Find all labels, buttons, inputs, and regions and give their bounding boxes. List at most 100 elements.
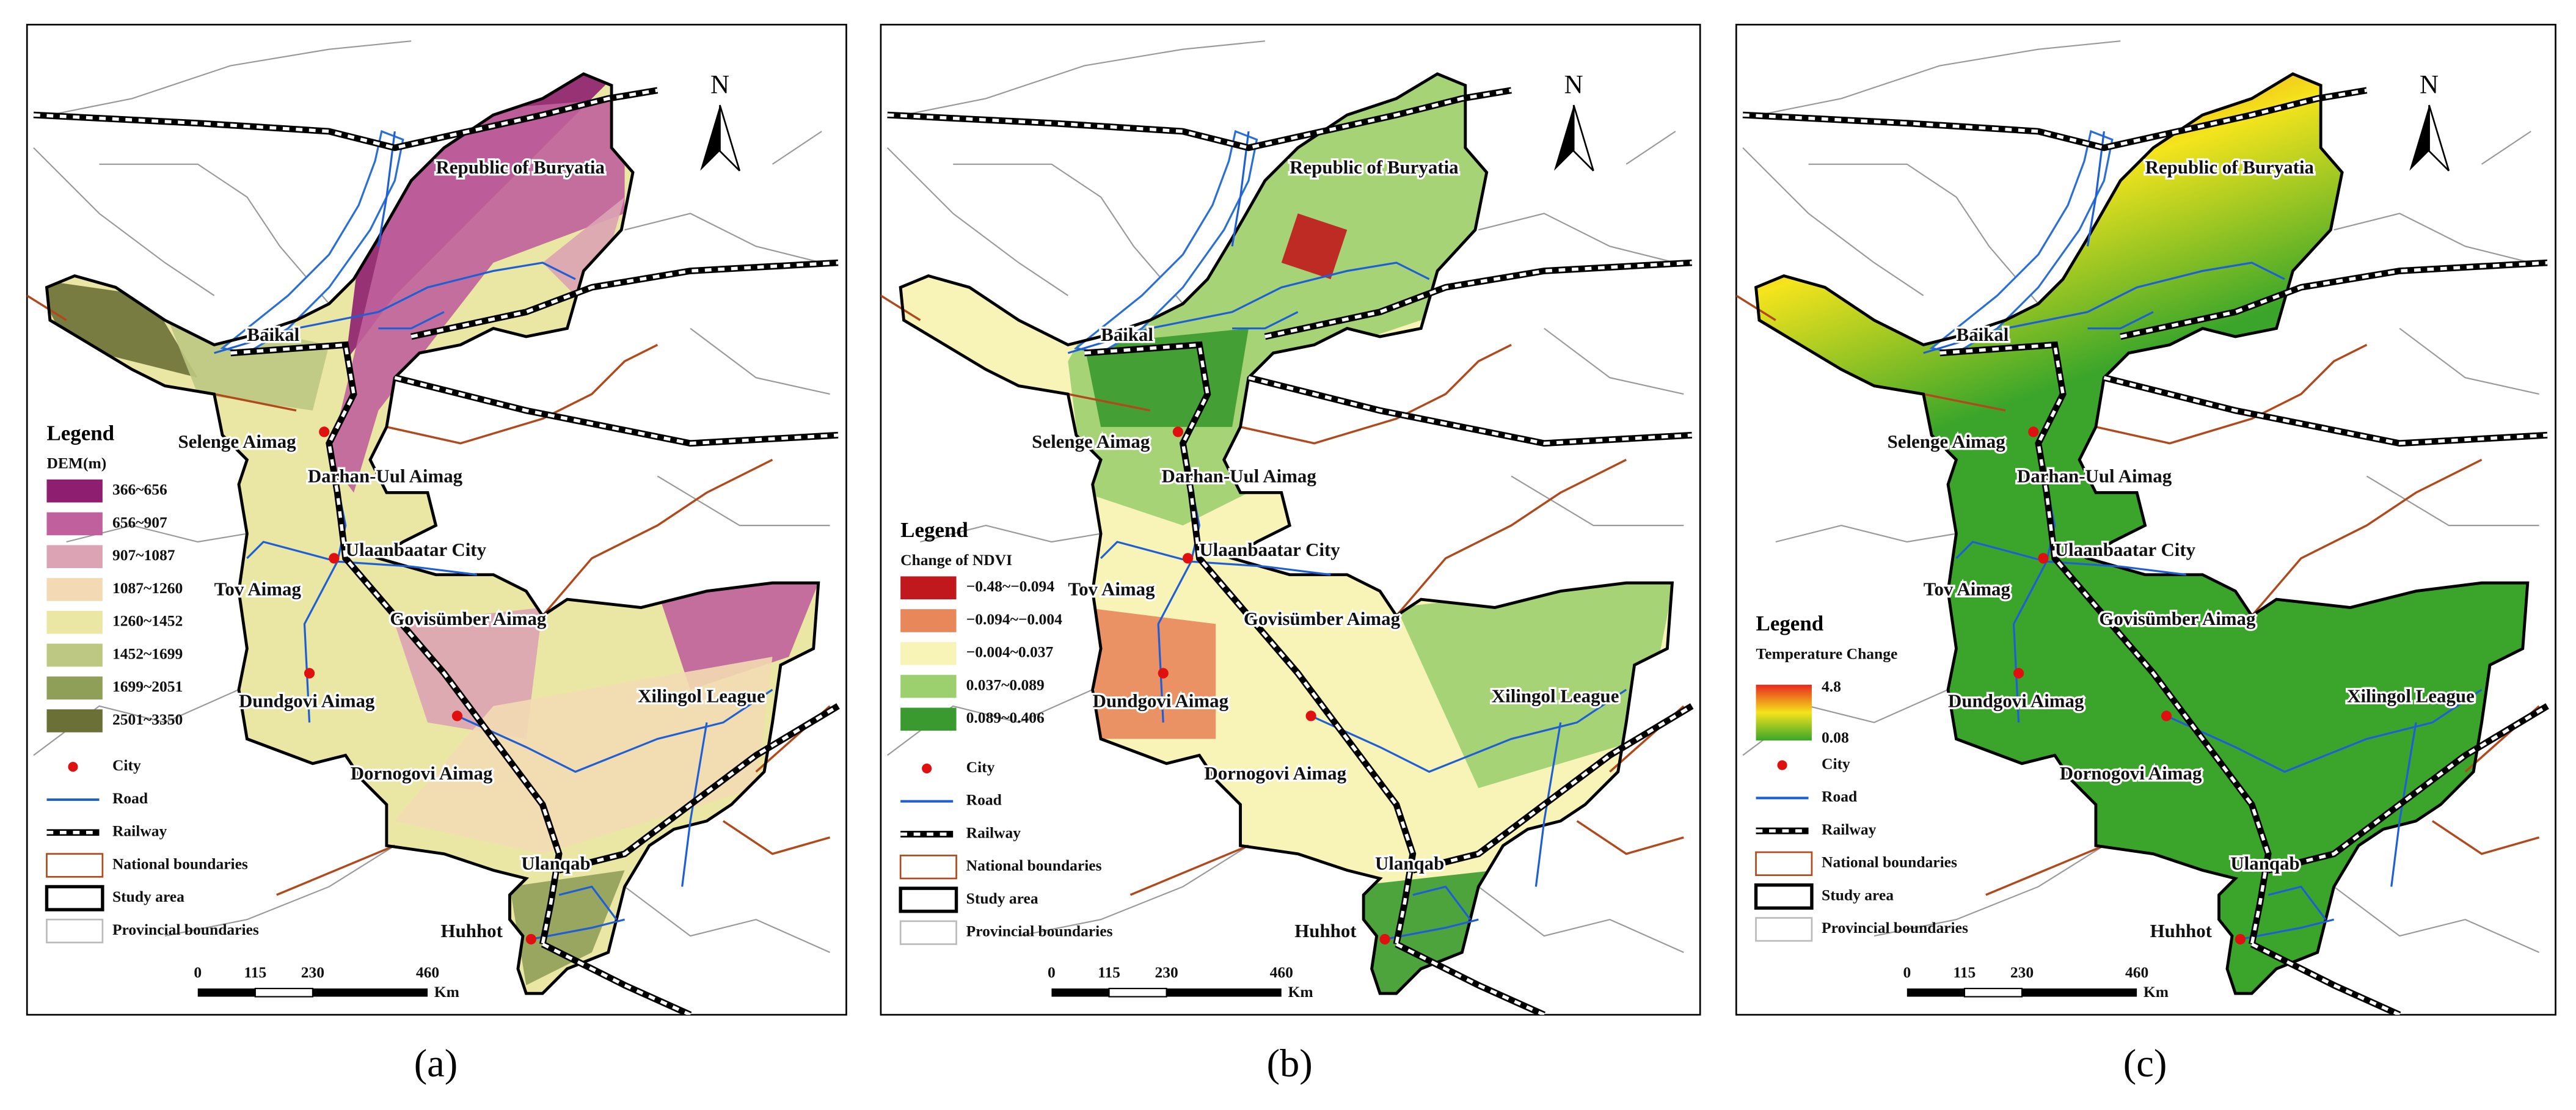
place-label: Selenge Aimag — [1888, 431, 2006, 452]
provincial-boundary — [1808, 163, 2039, 304]
city-point — [1182, 553, 1194, 564]
national-boundary — [880, 294, 921, 321]
national-boundary — [2431, 820, 2540, 855]
city-point — [329, 553, 340, 564]
national-boundary — [541, 459, 773, 617]
road — [1534, 722, 1562, 887]
railway — [558, 704, 839, 872]
place-label: Ulanqab — [1375, 853, 1444, 874]
provincial-boundary — [886, 147, 1068, 296]
provincial-boundary — [1759, 40, 2121, 116]
road — [531, 918, 625, 941]
city-point — [1305, 710, 1316, 721]
legend-item-label: National boundaries — [1822, 853, 1957, 871]
provincial-boundary — [2399, 327, 2539, 395]
place-label: Dornogovi Aimag — [1204, 762, 1346, 784]
railway — [1084, 343, 1415, 945]
scale-unit: Km — [2144, 983, 2169, 1001]
scale-tick-label: 460 — [2125, 963, 2148, 981]
provincial-boundary — [1742, 147, 1924, 296]
legend-swatch — [46, 610, 103, 634]
legend-class-label: 1087~1260 — [112, 579, 183, 597]
terrain-patch — [46, 279, 198, 378]
place-label: Govisümber Aimag — [390, 608, 547, 629]
provincial-boundary — [1874, 845, 2104, 937]
place-label: Republic of Buryatia — [1290, 156, 1458, 178]
legend-box — [46, 853, 104, 878]
scale-tick-label: 0 — [194, 963, 202, 981]
road — [2046, 560, 2186, 576]
national-boundary — [1240, 343, 1512, 445]
road — [456, 688, 773, 773]
scale-tick-label: 230 — [301, 963, 324, 981]
scale-bar-b — [254, 988, 313, 998]
legend-class-label: −0.48~−0.094 — [966, 577, 1055, 595]
city-point — [1379, 933, 1390, 945]
map-panel: Republic of Buryatia Baikal Selenge Aimag D… — [26, 23, 847, 1085]
north-label: N — [1564, 70, 1583, 99]
north-arrow-right — [2428, 104, 2450, 172]
road — [2166, 688, 2483, 773]
place-label: Ulaanbaatar City — [346, 539, 487, 560]
legend-class-label: 656~907 — [112, 513, 167, 531]
place-label: Selenge Aimag — [1032, 431, 1150, 452]
road — [1923, 261, 2285, 354]
railway — [2120, 261, 2548, 338]
road — [2390, 722, 2417, 887]
city-point — [2038, 553, 2049, 564]
road — [558, 885, 618, 921]
legend-item-label: Study area — [112, 888, 184, 905]
terrain-patch — [509, 870, 625, 985]
scale-tick-label: 230 — [2010, 963, 2034, 981]
provincial-boundary — [1775, 525, 1957, 543]
city-point — [2161, 710, 2172, 721]
provincial-boundary — [1626, 131, 1676, 165]
panel-caption: (c) — [2123, 1042, 2167, 1085]
place-label: Dornogovi Aimag — [2060, 762, 2202, 784]
provincial-boundary — [1544, 327, 1684, 395]
road — [337, 560, 477, 576]
legend-swatch — [46, 578, 103, 601]
railway — [887, 89, 1512, 150]
legend-class-label: 1260~1452 — [112, 612, 183, 630]
place-label: Baikal — [247, 324, 299, 345]
legend-box — [45, 885, 104, 911]
legend-item-label: Railway — [1822, 820, 1877, 838]
road — [1231, 131, 1250, 247]
map-body — [1736, 40, 2549, 1015]
study-area-outline — [1754, 72, 2530, 995]
legend-min: 0.08 — [1822, 728, 1849, 746]
scale-bar-b — [1963, 988, 2023, 998]
provincial-boundary — [624, 213, 822, 264]
map-panel: Republic of Buryatia Baikal Selenge Aimag D… — [880, 23, 1701, 1085]
legend-class-label: 0.089~0.406 — [966, 709, 1045, 726]
legend-box — [1754, 883, 1814, 910]
provincial-boundary — [49, 40, 412, 116]
legend-class-label: 366~656 — [112, 481, 167, 498]
national-boundary — [722, 820, 831, 855]
national-boundary — [1576, 820, 1684, 855]
legend-item-label: Road — [1822, 787, 1857, 805]
legend-class-label: 0.037~0.089 — [966, 676, 1045, 693]
place-label: Huhhot — [1294, 920, 1357, 941]
map-body — [27, 40, 840, 1015]
road — [2087, 311, 2154, 330]
place-label: Baikal — [1956, 324, 2009, 345]
road — [1191, 560, 1331, 576]
scale-bar-c — [312, 988, 428, 997]
legend-class-label: 1452~1699 — [112, 644, 183, 662]
road — [377, 131, 396, 247]
national-boundary — [276, 844, 395, 896]
provincial-boundary — [2333, 886, 2540, 953]
place-label: Govisümber Aimag — [1244, 608, 1401, 629]
terrain-patch — [1084, 607, 1216, 739]
national-boundary — [1129, 844, 1249, 896]
place-label: Tov Aimag — [1068, 579, 1155, 600]
railway — [394, 376, 839, 445]
scale-tick-label: 460 — [1270, 963, 1293, 981]
terrain-patch — [1281, 213, 1348, 279]
city-point — [1172, 426, 1184, 437]
place-label: Darhan-Uul Aimag — [2017, 465, 2172, 486]
north-label: N — [2420, 70, 2439, 99]
railway — [542, 943, 691, 1015]
